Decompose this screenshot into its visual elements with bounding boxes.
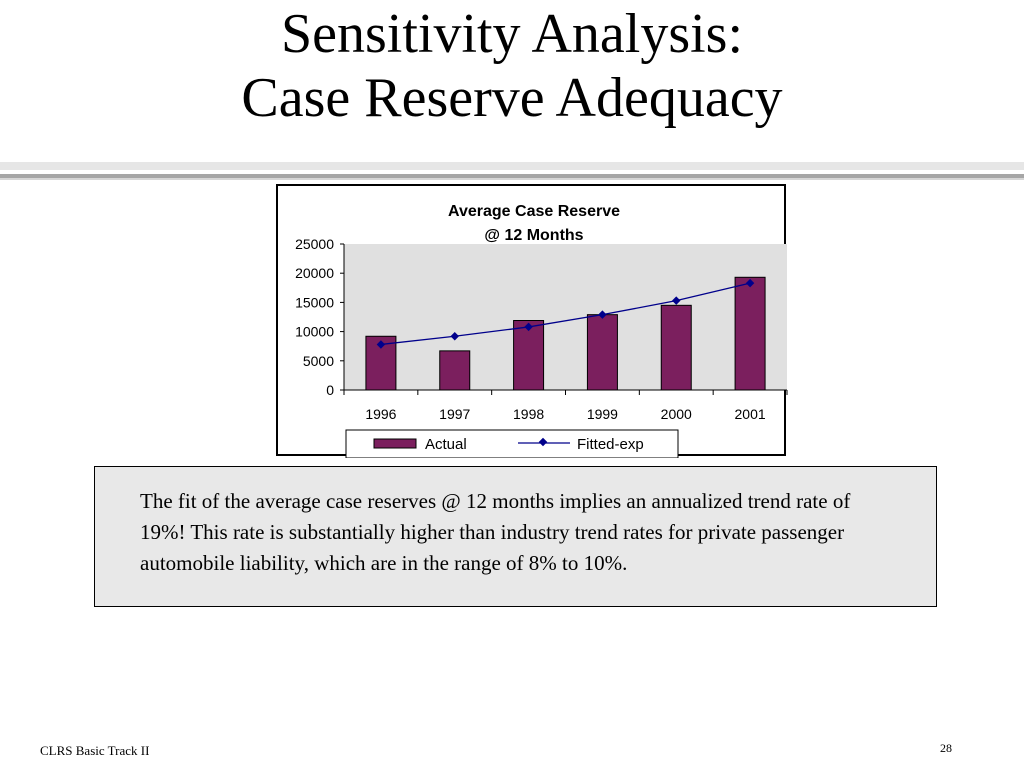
y-tick-label: 5000 — [303, 353, 334, 369]
x-tick-label: 1996 — [365, 406, 396, 422]
y-tick-label: 20000 — [295, 265, 334, 281]
fitted-exp-point — [598, 310, 607, 319]
fitted-exp-line — [380, 282, 751, 346]
y-tick-label: 10000 — [295, 324, 334, 340]
chart-title-line-1: Average Case Reserve — [448, 203, 620, 220]
commentary-box: The fit of the average case reserves @ 1… — [94, 466, 937, 607]
bar-actual — [439, 350, 471, 391]
y-tick-label: 0 — [326, 382, 334, 398]
y-tick-label: 15000 — [295, 294, 334, 310]
commentary-text: The fit of the average case reserves @ 1… — [140, 489, 851, 575]
fitted-exp-point — [745, 278, 755, 288]
title-line-1: Sensitivity Analysis: — [280, 3, 744, 65]
legend-actual-swatch — [373, 438, 417, 449]
title-line-2: Case Reserve Adequacy — [241, 67, 783, 129]
title-divider-light — [0, 178, 1024, 180]
fitted-exp-point — [450, 332, 459, 341]
fitted-exp-point — [524, 322, 533, 332]
bar-actual — [586, 314, 618, 391]
title-divider-dark — [0, 174, 1024, 178]
bar-actual — [660, 304, 692, 391]
x-tick-label: 2001 — [735, 406, 766, 422]
chart-title-line-2: @ 12 Months — [484, 227, 583, 244]
fitted-exp-point — [376, 340, 386, 349]
title-divider — [0, 162, 1024, 170]
legend-fitted-marker — [538, 437, 548, 447]
chart-svg: Average Case Reserve @ 12 Months 0 5000 10… — [295, 203, 788, 458]
chart-container: Average Case Reserve @ 12 Months 0 5000 10… — [276, 184, 788, 458]
x-tick-label: 1999 — [587, 406, 618, 422]
bar-actual — [513, 320, 545, 391]
y-tick-label: 25000 — [295, 236, 334, 252]
x-tick-label: 2000 — [661, 406, 692, 422]
plot-area — [344, 244, 787, 390]
legend-fitted-label: Fitted-exp — [577, 436, 644, 453]
legend-actual-label: Actual — [425, 436, 467, 453]
page-number: 28 — [940, 741, 952, 755]
x-tick-label: 1998 — [513, 406, 544, 422]
x-tick-label: 1997 — [439, 406, 470, 422]
footer-course-name: CLRS Basic Track II — [40, 743, 150, 758]
slide-title: Sensitivity Analysis: Case Reserve Adequ… — [0, 2, 1024, 130]
bar-actual — [734, 276, 766, 391]
